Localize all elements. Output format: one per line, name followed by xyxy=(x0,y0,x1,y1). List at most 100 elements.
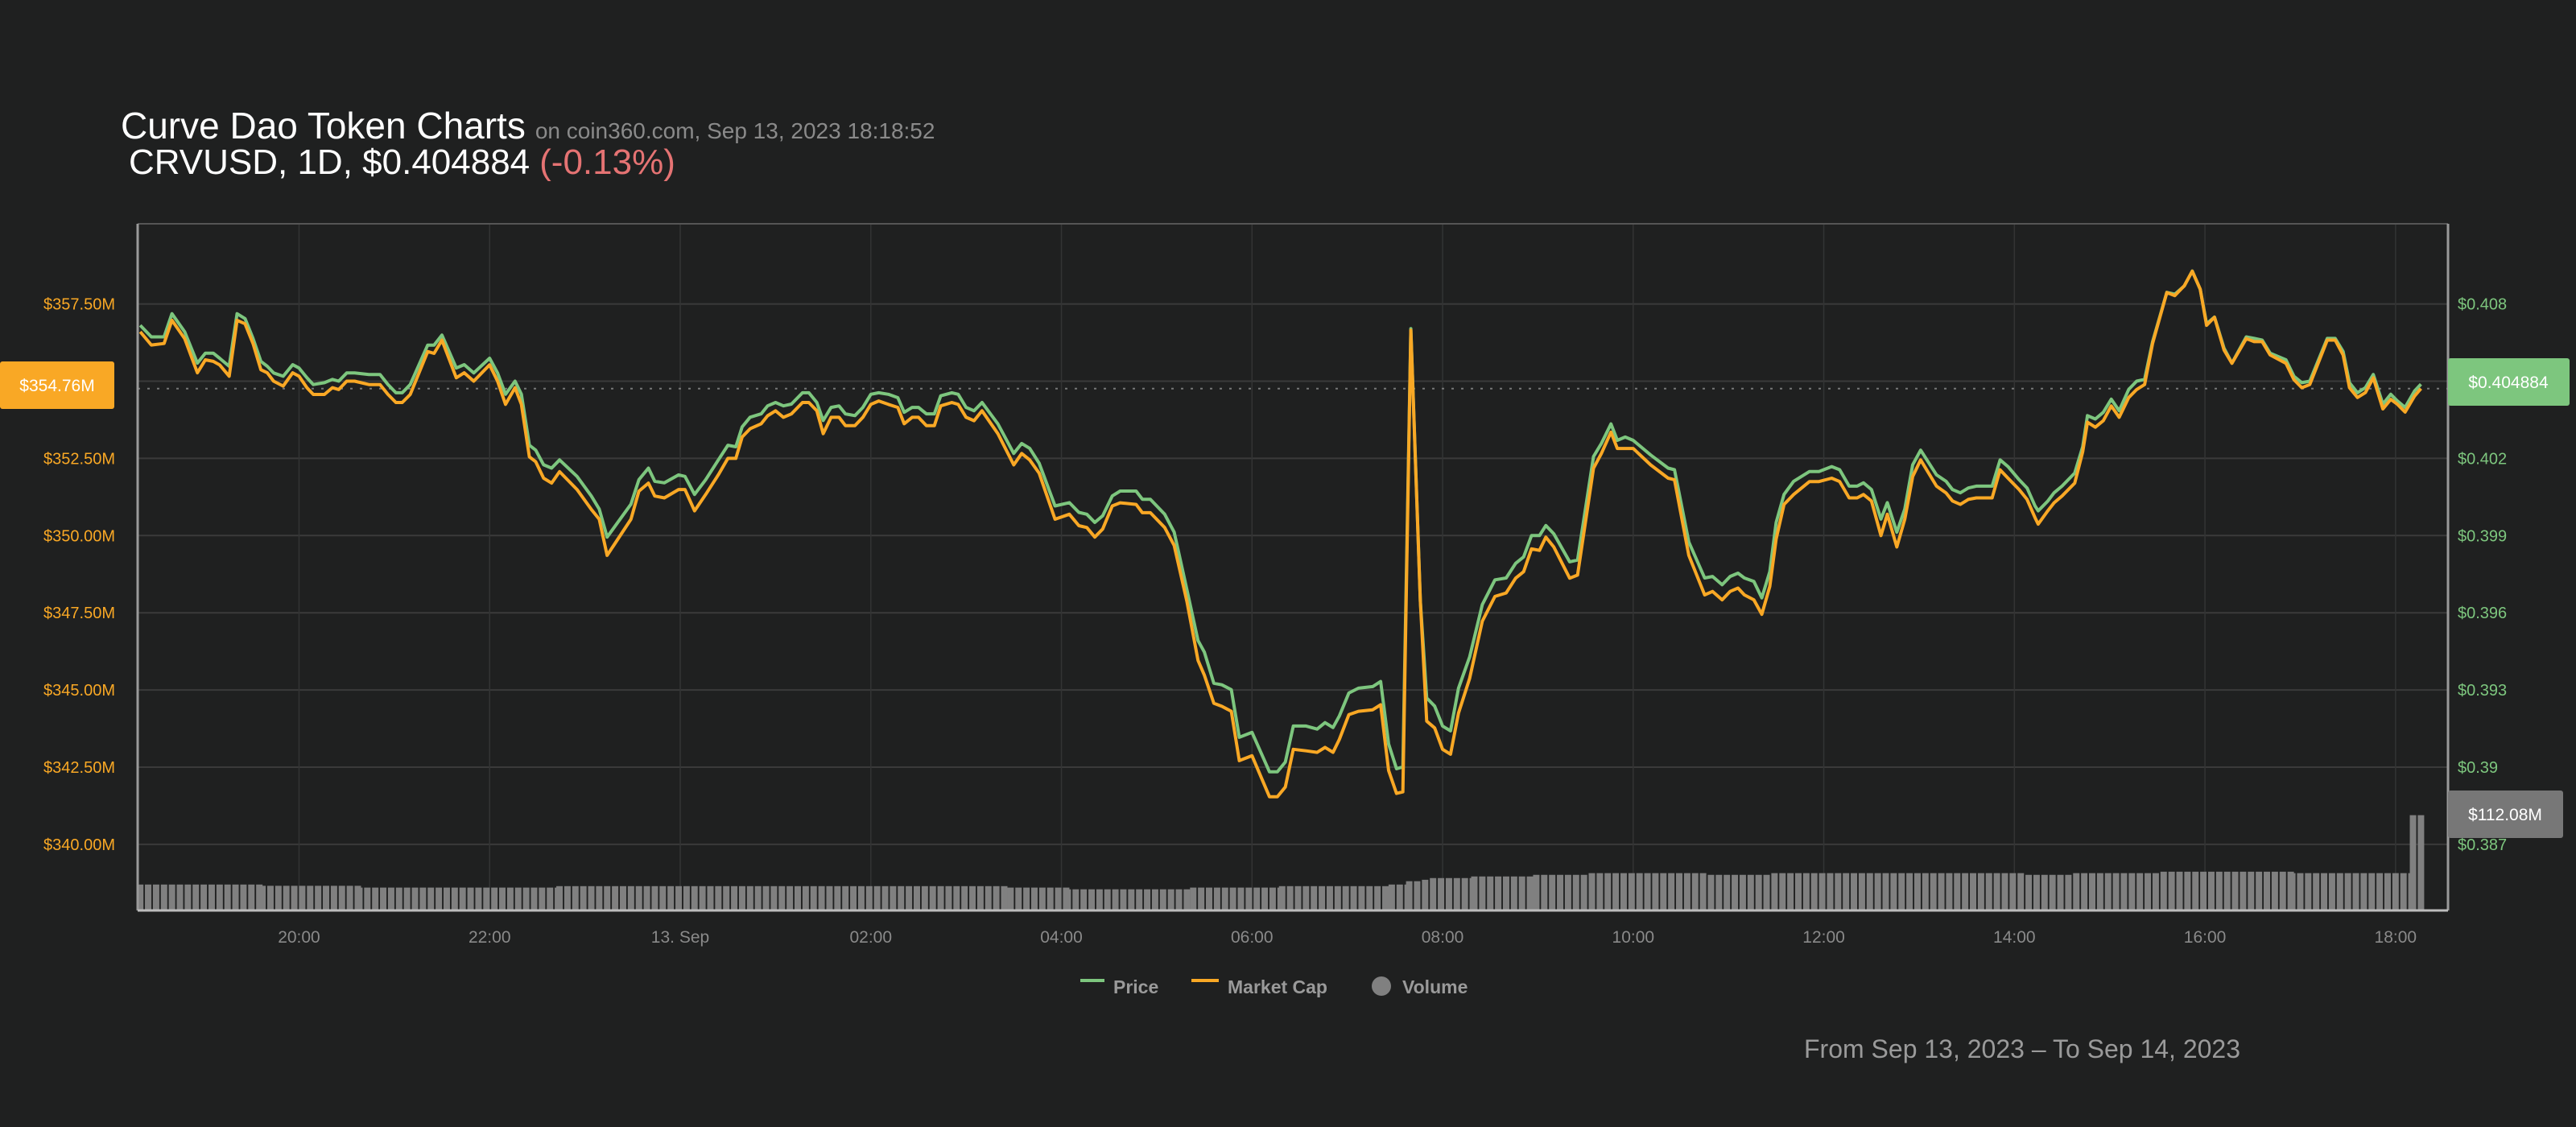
volume-bar xyxy=(1668,873,1675,910)
volume-bar xyxy=(1636,873,1643,910)
volume-bar xyxy=(953,886,960,910)
volume-bar xyxy=(2384,873,2391,910)
volume-bar xyxy=(1699,873,1707,910)
volume-bar xyxy=(200,884,208,910)
legend-item-volume[interactable]: Volume xyxy=(1372,976,1468,997)
volume-bar xyxy=(850,886,857,910)
volume-bar xyxy=(259,886,266,910)
volume-bar xyxy=(2297,873,2304,910)
volume-bar xyxy=(419,887,427,910)
volume-bar xyxy=(826,886,833,910)
right-axis-tick-label: $0.387 xyxy=(2458,836,2507,854)
volume-bar xyxy=(2009,873,2017,910)
volume-bar xyxy=(1676,873,1683,910)
volume-bar xyxy=(240,884,247,910)
volume-bar xyxy=(2088,873,2095,910)
volume-bar xyxy=(1890,873,1897,910)
volume-bar xyxy=(283,886,290,910)
volume-bar xyxy=(2289,873,2296,910)
volume-bar xyxy=(1724,874,1731,910)
volume-bar xyxy=(1396,884,1403,910)
volume-bar xyxy=(506,887,514,910)
right-axis-tick-label: $0.402 xyxy=(2458,450,2507,468)
volume-bar xyxy=(857,886,865,910)
volume-bar xyxy=(1430,877,1437,910)
volume-bar xyxy=(1151,889,1158,910)
volume-bar xyxy=(675,886,683,910)
volume-bar xyxy=(2176,871,2183,910)
volume-bar xyxy=(627,886,634,910)
volume-bar xyxy=(572,886,579,910)
volume-bar xyxy=(2207,871,2215,910)
volume-bar xyxy=(659,886,667,910)
left-axis-tick-label: $352.50M xyxy=(43,450,115,468)
volume-bar xyxy=(619,886,626,910)
x-axis-tick-label: 22:00 xyxy=(469,928,511,947)
volume-bar xyxy=(786,886,794,910)
volume-bar xyxy=(985,886,992,910)
volume-bar xyxy=(699,886,706,910)
volume-bar xyxy=(323,886,330,910)
volume-bar xyxy=(2160,871,2167,910)
volume-bar xyxy=(1818,873,1826,910)
x-axis-tick-label: 16:00 xyxy=(2184,928,2227,947)
volume-bar xyxy=(683,886,690,910)
volume-legend-icon xyxy=(1372,976,1391,996)
volume-bar xyxy=(330,886,337,910)
volume-bar xyxy=(1183,889,1191,910)
volume-bar xyxy=(1023,887,1030,910)
volume-bar xyxy=(556,886,564,910)
volume-bar xyxy=(770,886,778,910)
x-axis: 20:00 22:00 13. Sep 02:00 04:00 06:00 08:00 10:… xyxy=(278,928,2417,947)
volume-bar xyxy=(1253,887,1261,910)
volume-bar xyxy=(1835,873,1842,910)
right-axis: $0.408 $0.402 $0.399 $0.396 $0.393 $0.39 $0.38… xyxy=(2458,296,2507,854)
volume-bar xyxy=(802,886,809,910)
legend-item-price[interactable]: Price xyxy=(1080,976,1158,997)
volume-bar xyxy=(1382,886,1389,910)
volume-bar xyxy=(731,886,738,910)
volume-bar xyxy=(2128,873,2136,910)
volume-bar xyxy=(1198,887,1205,910)
volume-bar xyxy=(1213,887,1220,910)
volume-bar xyxy=(451,887,458,910)
volume-bar xyxy=(1588,873,1596,910)
volume-bar xyxy=(2184,871,2191,910)
volume-bar xyxy=(160,884,167,910)
right-axis-tick-label: $0.393 xyxy=(2458,682,2507,700)
left-axis-tick-label: $350.00M xyxy=(43,527,115,545)
volume-bar xyxy=(1237,887,1245,910)
volume-bar xyxy=(275,886,282,910)
left-axis-tick-label: $345.00M xyxy=(43,682,115,700)
volume-bar xyxy=(2240,871,2247,910)
volume-bar xyxy=(1683,873,1690,910)
volume-bar xyxy=(152,884,159,910)
volume-bar xyxy=(291,886,298,910)
x-axis-tick-label: 20:00 xyxy=(278,928,320,947)
price-badge-bg xyxy=(2448,358,2570,406)
volume-bar xyxy=(1843,873,1850,910)
volume-bar xyxy=(1046,887,1054,910)
volume-bar xyxy=(1311,886,1318,910)
volume-bar xyxy=(1030,887,1038,910)
volume-bar xyxy=(2096,873,2103,910)
x-axis-tick-label: 13. Sep xyxy=(651,928,709,947)
volume-bar xyxy=(395,887,402,910)
volume-bar xyxy=(1495,876,1502,910)
volume-bar xyxy=(2065,874,2072,910)
x-axis-tick-label: 12:00 xyxy=(1802,928,1845,947)
volume-bar xyxy=(1985,873,1992,910)
volume-bar xyxy=(969,886,976,910)
volume-bar xyxy=(2041,874,2048,910)
volume-bar xyxy=(1526,876,1534,910)
volume-bar xyxy=(2017,873,2025,910)
volume-bar xyxy=(137,884,144,910)
volume-bar xyxy=(1072,889,1080,910)
volume-bar xyxy=(2073,873,2080,910)
volume-bar xyxy=(635,886,642,910)
volume-bar xyxy=(1064,889,1071,910)
volume-bar xyxy=(1136,889,1143,910)
legend-item-market-cap[interactable]: Market Cap xyxy=(1191,976,1327,997)
volume-bar xyxy=(937,886,944,910)
x-axis-tick-label: 06:00 xyxy=(1231,928,1274,947)
